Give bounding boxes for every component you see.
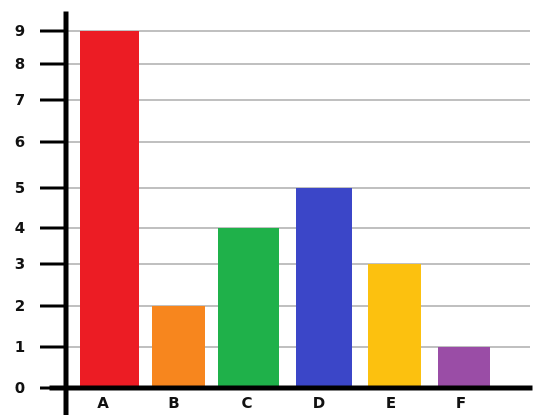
x-tick-label-c: C (241, 394, 252, 412)
y-tick-label-6: 6 (15, 133, 25, 151)
y-tick-label-3: 3 (15, 255, 25, 273)
y-tick-label-4: 4 (15, 219, 25, 237)
bar-e (368, 264, 421, 388)
x-tick-label-e: E (386, 394, 396, 412)
x-tick-label-f: F (456, 394, 466, 412)
x-tick-labels: A B C D E F (97, 394, 466, 412)
bar-b (152, 306, 205, 388)
bars (80, 31, 490, 388)
y-tick-label-7: 7 (15, 91, 25, 109)
y-tick-label-5: 5 (15, 179, 25, 197)
y-tick-label-9: 9 (15, 22, 25, 40)
y-tick-labels: 0 1 2 3 4 5 6 7 8 9 (15, 22, 66, 397)
y-tick-label-2: 2 (15, 297, 25, 315)
x-tick-label-b: B (168, 394, 179, 412)
bar-f (438, 347, 490, 388)
x-tick-label-d: D (313, 394, 325, 412)
y-tick-label-0: 0 (15, 379, 25, 397)
x-tick-label-a: A (97, 394, 109, 412)
bar-a (80, 31, 139, 388)
bar-c (218, 228, 279, 388)
bar-d (296, 188, 352, 388)
y-tick-label-8: 8 (15, 55, 25, 73)
y-tick-label-1: 1 (15, 338, 25, 356)
